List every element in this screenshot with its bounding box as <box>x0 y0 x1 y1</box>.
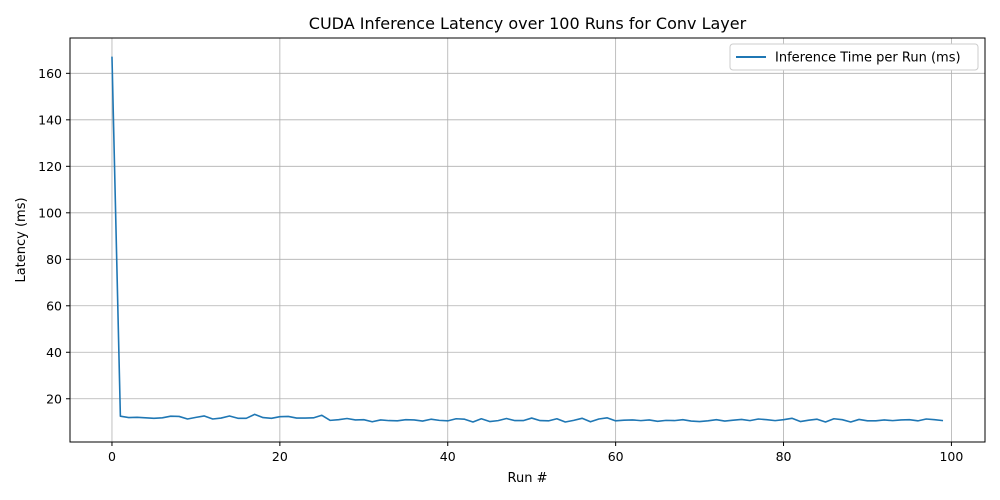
series-line-inference-time <box>111 56 944 423</box>
x-tick-label: 100 <box>939 449 963 464</box>
y-tick-label: 40 <box>46 345 62 360</box>
y-tick-label: 160 <box>38 66 62 81</box>
y-tick-label: 120 <box>38 159 62 174</box>
x-tick-label: 60 <box>608 449 624 464</box>
y-tick-label: 20 <box>46 391 62 406</box>
plot-area <box>70 38 985 442</box>
x-tick-label: 80 <box>776 449 792 464</box>
y-axis-label: Latency (ms) <box>14 197 29 282</box>
y-tick-label: 60 <box>46 298 62 313</box>
legend-box <box>729 43 979 71</box>
legend-entry-label: Inference Time per Run (ms) <box>775 51 961 66</box>
x-axis-label: Run # <box>508 471 548 486</box>
y-tick-label: 100 <box>38 205 62 220</box>
x-tick-label: 40 <box>440 449 456 464</box>
legend: Inference Time per Run (ms) <box>729 43 979 71</box>
grid-lines <box>70 38 985 442</box>
x-tick-label: 20 <box>272 449 288 464</box>
x-tick-label: 0 <box>108 449 116 464</box>
axis-ticks: 0 20 40 60 80 100 20 40 60 80 100 120 140 160 <box>38 66 963 464</box>
plot-frame <box>69 37 986 443</box>
y-tick-label: 140 <box>38 112 62 127</box>
y-tick-label: 80 <box>46 252 62 267</box>
series-layer <box>111 56 944 423</box>
chart-title: CUDA Inference Latency over 100 Runs for… <box>309 14 747 33</box>
